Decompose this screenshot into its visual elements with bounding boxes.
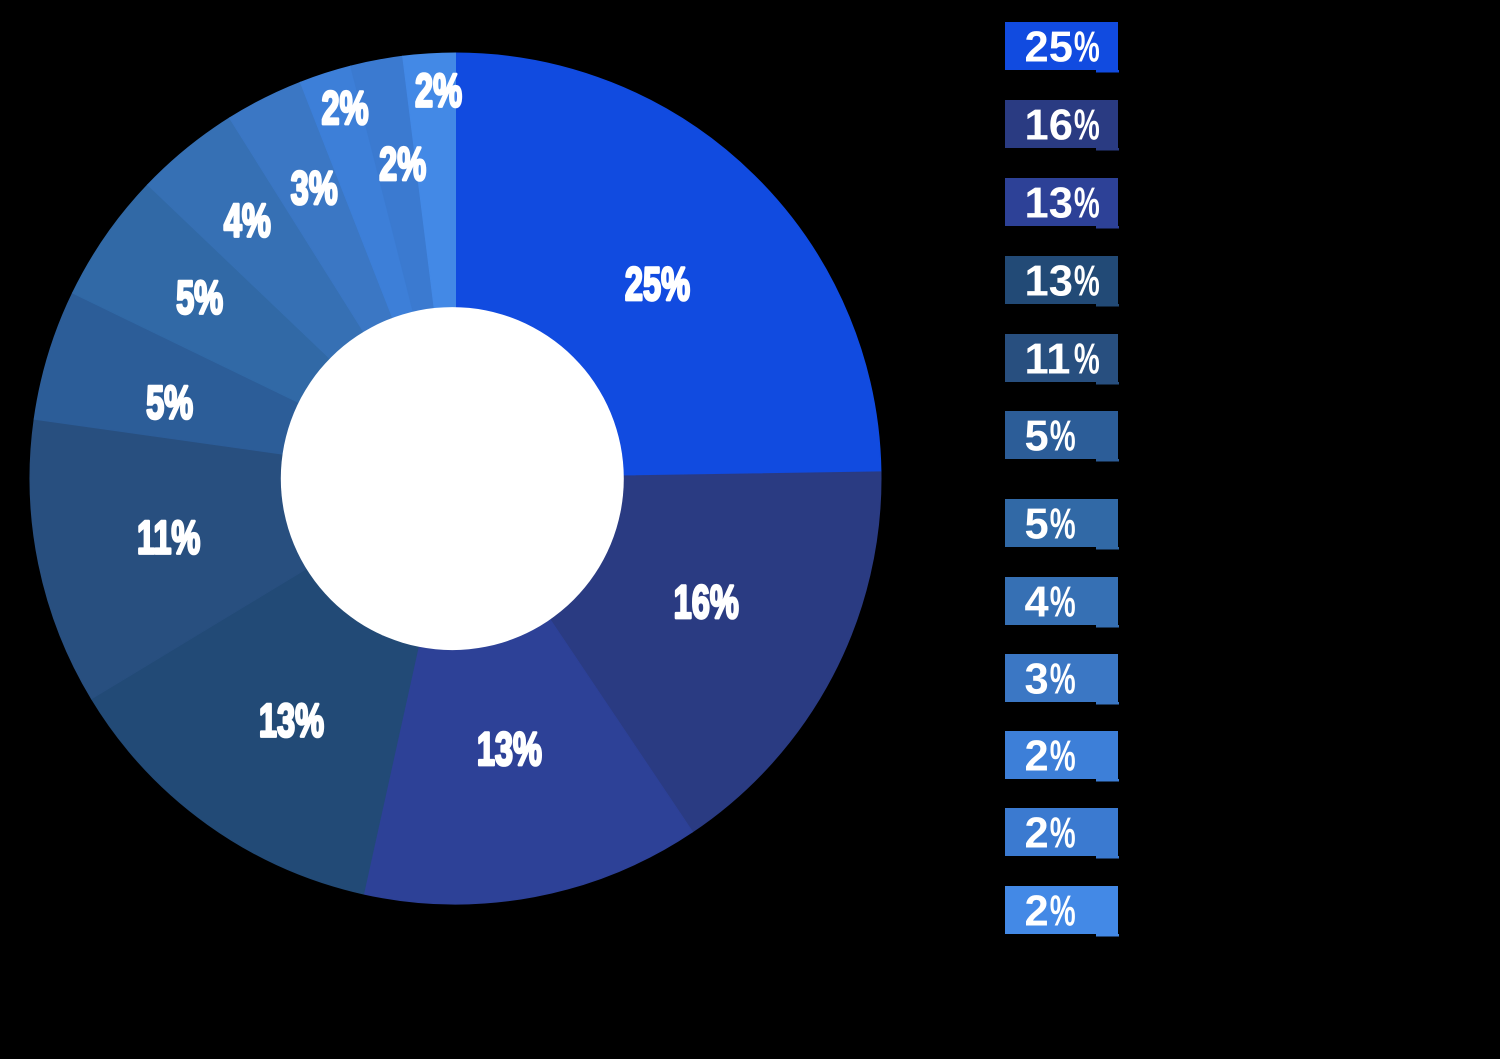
svg-text:%: % [1074,180,1100,228]
svg-text:2%: 2% [415,63,462,116]
svg-text:%: % [1074,336,1100,384]
svg-text:5: 5 [1025,501,1049,549]
svg-text:4%: 4% [224,193,271,246]
svg-text:%: % [1050,413,1076,461]
svg-text:13%: 13% [259,693,324,746]
svg-text:25%: 25% [625,257,690,310]
svg-text:3%: 3% [291,161,338,214]
svg-text:2: 2 [1025,810,1049,858]
svg-text:%: % [1050,579,1076,627]
svg-text:25: 25 [1025,24,1073,72]
svg-text:13: 13 [1025,258,1073,306]
svg-text:%: % [1050,888,1076,936]
svg-text:%: % [1050,733,1076,781]
svg-text:%: % [1074,24,1100,72]
svg-text:2: 2 [1025,733,1049,781]
svg-text:2%: 2% [379,137,426,190]
svg-text:11%: 11% [137,511,200,564]
svg-text:5%: 5% [146,376,193,429]
svg-text:%: % [1050,810,1076,858]
svg-text:%: % [1050,501,1076,549]
svg-text:5%: 5% [176,271,223,324]
svg-text:3: 3 [1025,656,1049,704]
svg-text:11: 11 [1025,336,1071,384]
svg-text:4: 4 [1025,579,1049,627]
svg-text:%: % [1074,102,1100,150]
svg-text:2%: 2% [321,81,368,134]
svg-text:16: 16 [1025,102,1073,150]
svg-text:16%: 16% [674,575,739,628]
svg-text:%: % [1074,258,1100,306]
svg-text:13: 13 [1025,180,1073,228]
svg-text:2: 2 [1025,888,1049,936]
svg-text:13%: 13% [477,722,542,775]
svg-text:%: % [1050,656,1076,704]
svg-text:5: 5 [1025,413,1049,461]
